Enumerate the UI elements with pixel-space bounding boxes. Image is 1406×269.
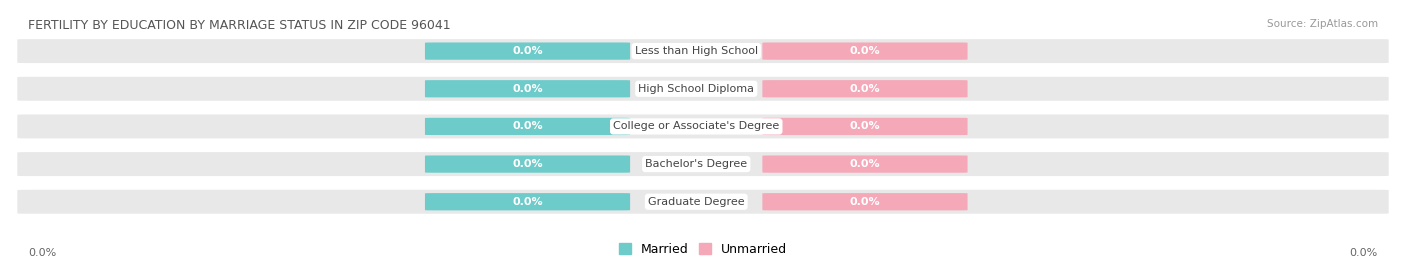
Text: 0.0%: 0.0% [849, 121, 880, 132]
FancyBboxPatch shape [762, 80, 967, 97]
Legend: Married, Unmarried: Married, Unmarried [619, 243, 787, 256]
FancyBboxPatch shape [17, 39, 1389, 63]
FancyBboxPatch shape [425, 118, 630, 135]
Text: 0.0%: 0.0% [849, 159, 880, 169]
Text: 0.0%: 0.0% [512, 121, 543, 132]
Text: 0.0%: 0.0% [512, 46, 543, 56]
Text: Bachelor's Degree: Bachelor's Degree [645, 159, 748, 169]
FancyBboxPatch shape [17, 152, 1389, 176]
FancyBboxPatch shape [762, 118, 967, 135]
Text: 0.0%: 0.0% [28, 248, 56, 258]
Text: High School Diploma: High School Diploma [638, 84, 754, 94]
Text: 0.0%: 0.0% [512, 197, 543, 207]
Text: Graduate Degree: Graduate Degree [648, 197, 745, 207]
FancyBboxPatch shape [762, 193, 967, 210]
FancyBboxPatch shape [425, 155, 630, 173]
Text: 0.0%: 0.0% [849, 46, 880, 56]
FancyBboxPatch shape [762, 43, 967, 60]
Text: 0.0%: 0.0% [512, 84, 543, 94]
Text: College or Associate's Degree: College or Associate's Degree [613, 121, 779, 132]
Text: Less than High School: Less than High School [634, 46, 758, 56]
FancyBboxPatch shape [425, 193, 630, 210]
FancyBboxPatch shape [17, 77, 1389, 101]
FancyBboxPatch shape [425, 43, 630, 60]
Text: FERTILITY BY EDUCATION BY MARRIAGE STATUS IN ZIP CODE 96041: FERTILITY BY EDUCATION BY MARRIAGE STATU… [28, 19, 451, 32]
Text: 0.0%: 0.0% [1350, 248, 1378, 258]
Text: Source: ZipAtlas.com: Source: ZipAtlas.com [1267, 19, 1378, 29]
Text: 0.0%: 0.0% [849, 84, 880, 94]
Text: 0.0%: 0.0% [849, 197, 880, 207]
FancyBboxPatch shape [17, 114, 1389, 139]
FancyBboxPatch shape [17, 190, 1389, 214]
Text: 0.0%: 0.0% [512, 159, 543, 169]
FancyBboxPatch shape [762, 155, 967, 173]
FancyBboxPatch shape [425, 80, 630, 97]
